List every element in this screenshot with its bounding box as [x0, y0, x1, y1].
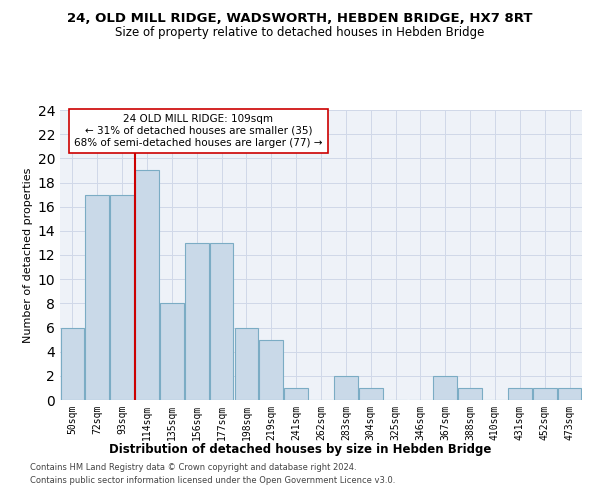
Bar — [135, 170, 159, 400]
Bar — [210, 243, 233, 400]
Bar — [85, 194, 109, 400]
Text: 24, OLD MILL RIDGE, WADSWORTH, HEBDEN BRIDGE, HX7 8RT: 24, OLD MILL RIDGE, WADSWORTH, HEBDEN BR… — [67, 12, 533, 26]
Bar — [185, 243, 209, 400]
Bar — [284, 388, 308, 400]
Bar — [61, 328, 84, 400]
Bar — [110, 194, 134, 400]
Bar — [433, 376, 457, 400]
Text: Distribution of detached houses by size in Hebden Bridge: Distribution of detached houses by size … — [109, 442, 491, 456]
Bar — [458, 388, 482, 400]
Bar — [334, 376, 358, 400]
Text: Contains public sector information licensed under the Open Government Licence v3: Contains public sector information licen… — [30, 476, 395, 485]
Text: 24 OLD MILL RIDGE: 109sqm
← 31% of detached houses are smaller (35)
68% of semi-: 24 OLD MILL RIDGE: 109sqm ← 31% of detac… — [74, 114, 323, 148]
Bar — [533, 388, 557, 400]
Bar — [259, 340, 283, 400]
Text: Size of property relative to detached houses in Hebden Bridge: Size of property relative to detached ho… — [115, 26, 485, 39]
Bar — [160, 304, 184, 400]
Text: Contains HM Land Registry data © Crown copyright and database right 2024.: Contains HM Land Registry data © Crown c… — [30, 464, 356, 472]
Y-axis label: Number of detached properties: Number of detached properties — [23, 168, 33, 342]
Bar — [359, 388, 383, 400]
Bar — [508, 388, 532, 400]
Bar — [235, 328, 258, 400]
Bar — [558, 388, 581, 400]
